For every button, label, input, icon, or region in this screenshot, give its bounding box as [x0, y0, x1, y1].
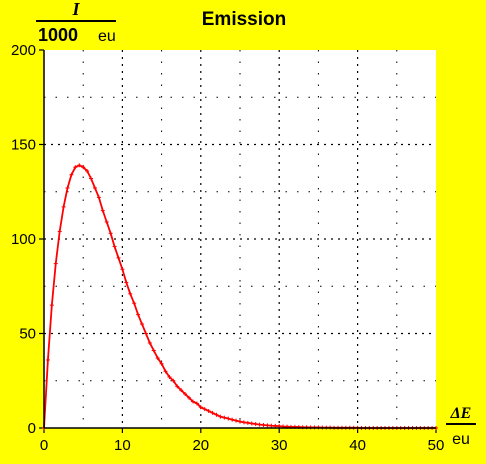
data-point [206, 408, 211, 413]
y-axis-label: I 1000 eu [36, 0, 116, 45]
data-point [104, 219, 109, 224]
data-point [77, 163, 82, 168]
data-point [241, 420, 246, 425]
x-axis-label: ΔE eu [446, 405, 476, 448]
chart-title: Emission [202, 9, 286, 30]
data-point [226, 416, 231, 421]
data-point [183, 391, 188, 396]
data-point [96, 195, 101, 200]
y-axis-label-denominator-number: 1000 [38, 25, 78, 45]
data-point [45, 357, 50, 362]
data-point [159, 361, 164, 366]
x-tick-label: 0 [40, 437, 48, 454]
data-point [222, 415, 227, 420]
data-point [175, 384, 180, 389]
data-point [147, 340, 152, 345]
data-point [249, 421, 254, 426]
data-point [198, 405, 203, 410]
data-point [69, 172, 74, 177]
data-point [61, 204, 66, 209]
data-point [124, 280, 129, 285]
x-tick-label: 50 [428, 437, 445, 454]
tick-labels: 0 10 20 30 40 50 0 50 100 150 200 [11, 42, 444, 454]
data-point [218, 414, 223, 419]
x-tick-label: 40 [349, 437, 366, 454]
x-tick-label: 30 [271, 437, 288, 454]
y-tick-label: 0 [28, 420, 36, 437]
x-axis-label-denominator: eu [452, 431, 470, 448]
data-point [238, 419, 242, 424]
data-point [171, 378, 176, 383]
data-point [136, 312, 141, 317]
data-point [257, 422, 262, 427]
data-point [202, 407, 207, 412]
data-point [261, 422, 266, 427]
y-tick-label: 150 [11, 137, 36, 154]
data-point [116, 255, 121, 260]
data-point [190, 399, 195, 404]
y-axis-label-denominator-unit: eu [98, 28, 116, 45]
data-point [53, 261, 58, 266]
data-point [89, 176, 94, 181]
data-point [57, 229, 62, 234]
data-point [167, 374, 172, 379]
data-point [81, 165, 86, 170]
grid [44, 50, 436, 428]
y-axis-label-numerator: I [71, 0, 80, 19]
data-point [179, 388, 184, 393]
data-point [269, 423, 274, 428]
data-point [120, 267, 125, 272]
data-point [265, 423, 270, 428]
x-tick-label: 20 [192, 437, 209, 454]
data-point [132, 301, 137, 306]
data-point [73, 165, 78, 170]
data-point [245, 420, 250, 425]
data-point [151, 348, 156, 353]
data-point [187, 395, 192, 400]
data-point [155, 356, 160, 361]
data-point [49, 303, 54, 308]
y-tick-label: 50 [19, 326, 36, 343]
data-point [163, 369, 168, 374]
data-point [143, 331, 148, 336]
data-point [253, 422, 258, 427]
data-point [85, 168, 90, 173]
data-point [100, 208, 105, 213]
data-point [214, 412, 219, 417]
data-point [108, 231, 113, 236]
data-point [92, 185, 97, 190]
data-point [210, 410, 215, 415]
data-point [234, 418, 239, 423]
x-axis-label-numerator: ΔE [450, 405, 472, 422]
data-point [128, 291, 133, 296]
x-tick-label: 10 [114, 437, 131, 454]
data-point [140, 322, 144, 327]
data-point [65, 185, 70, 190]
y-tick-label: 100 [11, 231, 36, 248]
y-tick-label: 200 [11, 42, 36, 59]
data-point [230, 417, 235, 422]
data-point [112, 244, 117, 249]
data-point [194, 401, 199, 406]
